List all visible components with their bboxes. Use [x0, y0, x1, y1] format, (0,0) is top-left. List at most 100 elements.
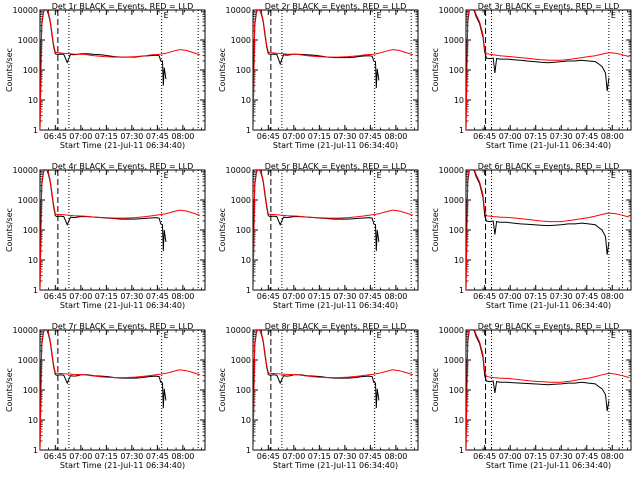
- x-tick-label: 07:15: [524, 452, 547, 461]
- chart-panel-9: Det 9r BLACK = Events, RED = LLD 1 10 100 10…: [431, 322, 632, 470]
- y-tick-label: 1000: [231, 356, 251, 365]
- series-line-events: [253, 170, 380, 290]
- y-tick-label: 1000: [18, 356, 38, 365]
- plot-frame: [252, 329, 419, 451]
- y-tick-label: 100: [23, 66, 38, 75]
- x-tick-label: 06:45: [257, 292, 280, 301]
- chart-title: Det 3r BLACK = Events, RED = LLD: [478, 2, 620, 11]
- y-tick-label: 100: [236, 66, 251, 75]
- y-tick-label: 10: [28, 96, 38, 105]
- y-axis-label: Counts/sec: [431, 48, 440, 92]
- x-tick-label: 07:45: [575, 292, 598, 301]
- chart-panel-8: Det 8r BLACK = Events, RED = LLD 1 10 100 10…: [218, 322, 419, 470]
- x-tick-label: 07:30: [550, 452, 573, 461]
- y-axis-label: Counts/sec: [5, 48, 14, 92]
- chart-title: Det 4r BLACK = Events, RED = LLD: [52, 162, 194, 171]
- x-axis-label: Start Time (21-Jul-11 06:34:40): [486, 461, 611, 470]
- series-line-events: [466, 10, 610, 130]
- plot-frame: [39, 169, 206, 291]
- y-axis-label: Counts/sec: [5, 368, 14, 412]
- x-axis-label: Start Time (21-Jul-11 06:34:40): [60, 461, 185, 470]
- y-tick-label: 10: [454, 96, 464, 105]
- plot-frame: [39, 9, 206, 131]
- series-line-lld: [466, 170, 630, 290]
- series-line-lld: [253, 170, 414, 290]
- plot-frame: [465, 169, 632, 291]
- x-tick-label: 08:00: [384, 452, 407, 461]
- x-tick-label: 07:00: [282, 292, 305, 301]
- series-line-lld: [40, 10, 201, 130]
- x-tick-label: 07:30: [550, 132, 573, 141]
- x-tick-label: 07:15: [95, 132, 118, 141]
- x-tick-label: 06:45: [257, 452, 280, 461]
- x-axis-label: Start Time (21-Jul-11 06:34:40): [273, 301, 398, 310]
- chart-title: Det 9r BLACK = Events, RED = LLD: [478, 322, 620, 331]
- corner-mark-label: E: [611, 171, 616, 180]
- chart-title: Det 2r BLACK = Events, RED = LLD: [265, 2, 407, 11]
- x-tick-label: 06:45: [44, 452, 67, 461]
- x-tick-label: 07:00: [282, 132, 305, 141]
- y-tick-label: 10: [241, 416, 251, 425]
- series-line-lld: [40, 170, 201, 290]
- x-tick-label: 06:45: [473, 452, 496, 461]
- series-line-lld: [466, 330, 630, 450]
- chart-title: Det 5r BLACK = Events, RED = LLD: [265, 162, 407, 171]
- y-tick-label: 10: [454, 256, 464, 265]
- plot-frame: [252, 9, 419, 131]
- y-tick-label: 100: [23, 386, 38, 395]
- x-tick-label: 07:45: [359, 292, 382, 301]
- y-tick-label: 10000: [13, 326, 38, 335]
- y-tick-label: 1: [33, 286, 38, 295]
- y-axis-label: Counts/sec: [431, 208, 440, 252]
- plot-frame: [465, 9, 632, 131]
- x-tick-label: 07:15: [95, 452, 118, 461]
- y-tick-label: 1: [459, 446, 464, 455]
- x-tick-label: 07:15: [308, 292, 331, 301]
- chart-panel-5: Det 5r BLACK = Events, RED = LLD 1 10 100 10…: [218, 162, 419, 310]
- y-tick-label: 100: [236, 226, 251, 235]
- series-line-events: [253, 10, 380, 130]
- y-tick-label: 10: [454, 416, 464, 425]
- x-tick-label: 07:45: [146, 132, 169, 141]
- x-tick-label: 07:45: [575, 132, 598, 141]
- x-axis-label: Start Time (21-Jul-11 06:34:40): [273, 141, 398, 150]
- series-line-events: [466, 170, 610, 290]
- y-tick-label: 100: [23, 226, 38, 235]
- corner-mark-label: E: [611, 331, 616, 340]
- x-tick-label: 08:00: [601, 132, 624, 141]
- plot-frame: [465, 329, 632, 451]
- x-tick-label: 08:00: [171, 452, 194, 461]
- y-tick-label: 10000: [226, 6, 251, 15]
- x-tick-label: 08:00: [601, 292, 624, 301]
- x-tick-label: 08:00: [171, 132, 194, 141]
- y-axis-label: Counts/sec: [431, 368, 440, 412]
- x-tick-label: 07:00: [69, 452, 92, 461]
- chart-title: Det 7r BLACK = Events, RED = LLD: [52, 322, 194, 331]
- y-tick-label: 10000: [439, 166, 464, 175]
- y-tick-label: 1: [459, 126, 464, 135]
- y-axis-label: Counts/sec: [218, 368, 227, 412]
- x-tick-label: 07:15: [524, 132, 547, 141]
- chart-panel-6: Det 6r BLACK = Events, RED = LLD 1 10 100 10…: [431, 162, 632, 310]
- corner-mark-label: E: [164, 11, 169, 20]
- chart-title: Det 1r BLACK = Events, RED = LLD: [52, 2, 194, 11]
- x-tick-label: 08:00: [601, 452, 624, 461]
- y-tick-label: 10000: [13, 6, 38, 15]
- x-tick-label: 07:00: [499, 132, 522, 141]
- x-tick-label: 07:30: [333, 132, 356, 141]
- x-tick-label: 07:45: [575, 452, 598, 461]
- y-tick-label: 1: [246, 446, 251, 455]
- y-axis-label: Counts/sec: [5, 208, 14, 252]
- y-tick-label: 10000: [439, 6, 464, 15]
- x-axis-label: Start Time (21-Jul-11 06:34:40): [60, 141, 185, 150]
- y-tick-label: 10: [28, 256, 38, 265]
- series-line-events: [466, 330, 610, 450]
- y-tick-label: 100: [449, 226, 464, 235]
- y-tick-label: 1: [33, 446, 38, 455]
- series-line-lld: [40, 330, 201, 450]
- corner-mark-label: E: [164, 171, 169, 180]
- series-line-events: [40, 330, 167, 450]
- plot-frame: [252, 169, 419, 291]
- corner-mark-label: E: [164, 331, 169, 340]
